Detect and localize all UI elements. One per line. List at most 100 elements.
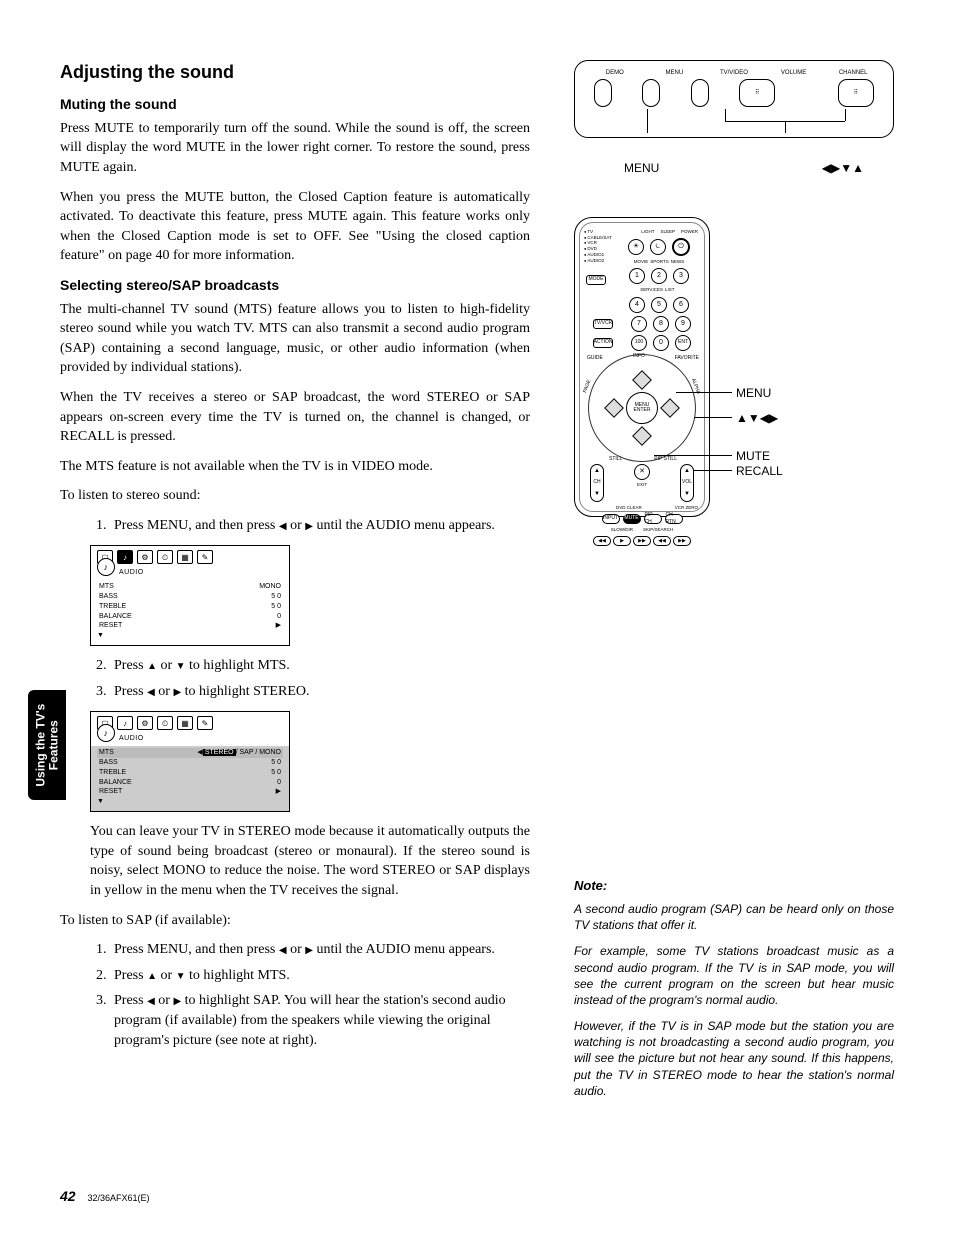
osd-tab-icon: ⚙: [137, 716, 153, 730]
tv-panel-diagram: DEMO MENU TV/VIDEO VOLUME CHANNEL ⠿ ⠿: [574, 60, 894, 138]
osd-arrow-down: ▼: [97, 631, 104, 641]
remote-btn-mute: MUTE: [623, 514, 641, 524]
osd-title-text: AUDIO: [119, 569, 144, 576]
osd-icon-row: ▢ ♪ ⚙ ⏲ ▦ ✎: [91, 546, 289, 566]
page-title: Adjusting the sound: [60, 60, 530, 85]
osd-big-icon: ♪: [97, 724, 115, 742]
left-arrow-icon: [279, 942, 287, 957]
remote-body: TV CABLE/SAT VCR DVD AUDIO1 AUDIO2 LIGHT…: [574, 217, 710, 517]
tv-callout-arrows: ◀▶▼▲: [822, 160, 864, 177]
down-arrow-icon: [176, 658, 186, 673]
remote-inner: TV CABLE/SAT VCR DVD AUDIO1 AUDIO2 LIGHT…: [579, 222, 705, 512]
osd-arrow-right: ▶: [276, 621, 281, 631]
callout-arrows: ▲▼◀▶: [736, 410, 778, 427]
osd-options: ◀STEREO/ SAP / MONO: [197, 748, 281, 758]
tv-btn-volume: ⠿: [739, 79, 775, 107]
sap-step-1: Press MENU, and then press or until the …: [110, 940, 530, 960]
sap-step-3: Press or to highlight SAP. You will hear…: [110, 991, 530, 1050]
remote-btn-exit: ✕: [634, 464, 650, 480]
remote-row: ☀ ⏾ ⏻: [620, 238, 698, 256]
remote-btn-ent: ENT: [675, 335, 691, 351]
callout-recall: RECALL: [736, 463, 783, 480]
remote-vol-rocker: ▲VOL▼: [680, 464, 694, 502]
note-p2: For example, some TV stations broadcast …: [574, 943, 894, 1008]
remote-mode-item: AUDIO2: [584, 258, 612, 264]
remote-vol-label: VOL: [682, 479, 692, 486]
osd-row: BALANCE0: [97, 778, 283, 788]
remote-mode-list: TV CABLE/SAT VCR DVD AUDIO1 AUDIO2: [584, 229, 612, 264]
remote-diagram: TV CABLE/SAT VCR DVD AUDIO1 AUDIO2 LIGHT…: [574, 217, 894, 537]
osd-label: MTS: [99, 582, 114, 592]
left-arrow-icon: [147, 684, 155, 699]
osd-tab-icon: ⏲: [157, 550, 173, 564]
osd-big-icon: ♪: [97, 558, 115, 576]
remote-btn-8: 8: [653, 316, 669, 332]
step-text: or: [155, 993, 174, 1008]
stereo-steps-cont: Press or to highlight MTS. Press or to h…: [110, 656, 530, 701]
remote-btn-9: 9: [675, 316, 691, 332]
osd-value: 0: [221, 612, 281, 622]
osd-arrow-right: ▶: [276, 787, 281, 797]
remote-arrow-right: [660, 398, 680, 418]
remote-row: INPUT MUTE PIP CH CH RTN: [586, 514, 698, 524]
osd-opt-selected: STEREO: [203, 749, 236, 756]
remote-btn-4: 4: [629, 297, 645, 313]
note-title: Note:: [574, 877, 894, 895]
remote-label: SKIP/SEARCH: [643, 527, 673, 533]
remote-btn-7: 7: [631, 316, 647, 332]
osd-tab-icon-selected: ♪: [117, 550, 133, 564]
remote-arc-label: INFO: [633, 353, 645, 360]
tv-panel-labels: DEMO MENU TV/VIDEO VOLUME CHANNEL: [585, 69, 883, 77]
remote-label: DVD CLEAR: [616, 505, 642, 511]
remote-btn-mode: MODE: [586, 275, 606, 285]
remote-label: VCR ZERO: [675, 505, 698, 511]
callout-line: [654, 455, 732, 456]
osd-rows: MTSMONO BASS5 0 TREBLE5 0 BALANCE0 RESET…: [91, 580, 289, 645]
tv-btn-demo: [594, 79, 612, 107]
remote-label: POWER: [681, 229, 698, 235]
osd-tab-icon: ⚙: [137, 550, 153, 564]
osd-value: 5 0: [221, 602, 281, 612]
tv-panel-callout-labels: MENU ◀▶▼▲: [574, 160, 894, 177]
step-text: or: [287, 518, 306, 533]
page-footer: 42 32/36AFX61(E): [60, 1187, 150, 1207]
osd-tab-icon: ⏲: [157, 716, 173, 730]
remote-label: SPORTS: [650, 259, 668, 265]
osd-label: TREBLE: [99, 768, 126, 778]
callout-line: [647, 109, 648, 133]
remote-row: ◀◀ ▶ ▶▶ ◀◀ ▶▶: [586, 536, 698, 546]
osd-label: RESET: [99, 621, 122, 631]
osd-value: MONO: [221, 582, 281, 592]
remote-label: SLOW/DIR: [611, 527, 633, 533]
osd-tab-icon: ♪: [117, 716, 133, 730]
para-sap-1: The multi-channel TV sound (MTS) feature…: [60, 300, 530, 378]
step-text: to highlight MTS.: [186, 968, 290, 983]
osd-row: BALANCE 0: [97, 612, 283, 622]
remote-label: LIGHT: [641, 229, 654, 235]
tv-label-volume: VOLUME: [764, 69, 824, 77]
model-number: 32/36AFX61(E): [87, 1193, 149, 1203]
remote-label: LIST: [665, 287, 675, 293]
note-p1: A second audio program (SAP) can be hear…: [574, 901, 894, 933]
remote-btn-light: ☀: [628, 239, 644, 255]
chapter-tab: Using the TV'sFeatures: [28, 690, 66, 800]
para-sap-2: When the TV receives a stereo or SAP bro…: [60, 388, 530, 447]
remote-btn-input: INPUT: [602, 514, 620, 524]
stereo-intro: To listen to stereo sound:: [60, 486, 530, 506]
osd-arrow-down: ▼: [97, 797, 104, 807]
step-text: or: [157, 658, 176, 673]
callout-line: [785, 121, 786, 133]
step-text: until the AUDIO menu appears.: [313, 942, 495, 957]
remote-arc-label: PIP STILL: [654, 456, 677, 463]
osd-label: TREBLE: [99, 602, 126, 612]
left-arrow-icon: [279, 518, 287, 533]
osd-label: BALANCE: [99, 612, 132, 622]
stereo-step-1: Press MENU, and then press or until the …: [110, 516, 530, 536]
step-text: Press: [114, 684, 147, 699]
osd-label: BASS: [99, 592, 118, 602]
osd-opt: SAP / MONO: [240, 749, 282, 756]
tv-panel-buttons: ⠿ ⠿: [585, 79, 883, 107]
osd-label: BASS: [99, 758, 118, 768]
remote-arc-label: PAGE: [582, 379, 593, 394]
volume-dots-icon: ⠿: [755, 92, 759, 96]
